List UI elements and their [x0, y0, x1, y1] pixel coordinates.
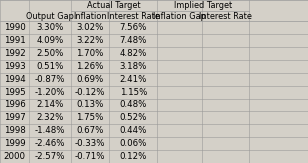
Text: 0.51%: 0.51%	[36, 62, 64, 71]
Text: 1995: 1995	[4, 88, 26, 97]
Text: 1.15%: 1.15%	[120, 88, 147, 97]
Text: Actual Target: Actual Target	[87, 1, 141, 10]
Text: 3.22%: 3.22%	[76, 36, 104, 45]
Text: -1.48%: -1.48%	[35, 126, 65, 135]
Text: 1991: 1991	[4, 36, 26, 45]
Text: Inflation: Inflation	[73, 12, 107, 21]
Text: 2000: 2000	[4, 152, 26, 161]
Text: 1996: 1996	[4, 100, 26, 110]
Text: Inflation Gap: Inflation Gap	[153, 12, 206, 21]
Text: 0.69%: 0.69%	[76, 75, 104, 84]
Text: 2.50%: 2.50%	[36, 49, 64, 58]
Text: 0.13%: 0.13%	[76, 100, 104, 110]
Text: 1992: 1992	[4, 49, 26, 58]
Text: 1.75%: 1.75%	[76, 113, 104, 122]
Text: -0.33%: -0.33%	[75, 139, 105, 148]
Text: 1.26%: 1.26%	[76, 62, 104, 71]
Text: -2.57%: -2.57%	[35, 152, 65, 161]
Text: 0.67%: 0.67%	[76, 126, 104, 135]
Text: 0.12%: 0.12%	[120, 152, 147, 161]
Text: 1998: 1998	[4, 126, 26, 135]
Text: 1994: 1994	[4, 75, 26, 84]
Text: 0.44%: 0.44%	[120, 126, 147, 135]
Text: Output Gap: Output Gap	[26, 12, 74, 21]
Text: 0.52%: 0.52%	[120, 113, 147, 122]
Text: Interest Rate: Interest Rate	[107, 12, 160, 21]
Text: 7.48%: 7.48%	[120, 36, 147, 45]
Text: -2.46%: -2.46%	[35, 139, 65, 148]
Text: 1993: 1993	[4, 62, 26, 71]
Text: 2.32%: 2.32%	[36, 113, 64, 122]
Text: 4.09%: 4.09%	[36, 36, 64, 45]
Text: 3.02%: 3.02%	[76, 23, 104, 32]
Text: -0.12%: -0.12%	[75, 88, 105, 97]
Text: 2.41%: 2.41%	[120, 75, 147, 84]
Text: -0.71%: -0.71%	[75, 152, 105, 161]
Text: 0.06%: 0.06%	[120, 139, 147, 148]
Text: 1999: 1999	[4, 139, 26, 148]
Text: 1990: 1990	[4, 23, 26, 32]
Text: Interest Rate: Interest Rate	[199, 12, 252, 21]
Text: -0.87%: -0.87%	[35, 75, 65, 84]
Text: Implied Target: Implied Target	[174, 1, 233, 10]
Text: 2.14%: 2.14%	[36, 100, 64, 110]
Text: 1.70%: 1.70%	[76, 49, 104, 58]
Text: 0.48%: 0.48%	[120, 100, 147, 110]
Text: 3.18%: 3.18%	[120, 62, 147, 71]
Text: -1.20%: -1.20%	[35, 88, 65, 97]
Text: 4.82%: 4.82%	[120, 49, 147, 58]
Text: 7.56%: 7.56%	[120, 23, 147, 32]
Text: 1997: 1997	[4, 113, 26, 122]
Text: 3.30%: 3.30%	[36, 23, 64, 32]
